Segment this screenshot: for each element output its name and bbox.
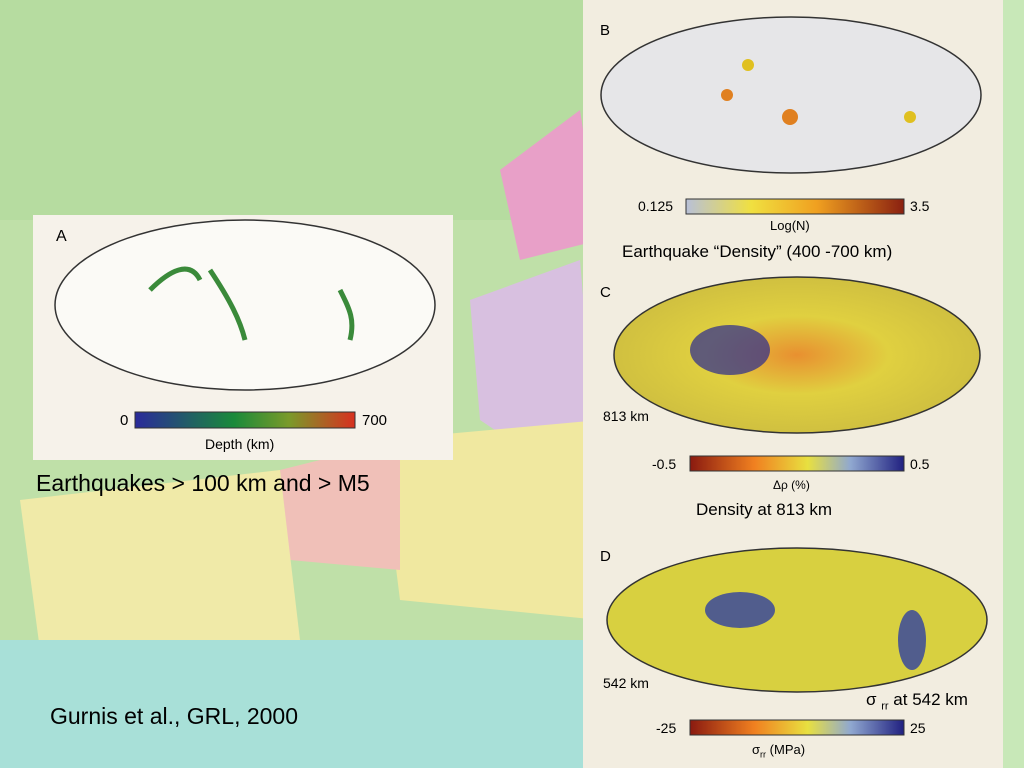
subscript: rr <box>760 749 767 760</box>
caption: Density at 813 km <box>696 500 833 519</box>
map-region <box>1003 0 1024 768</box>
panel-a-map <box>54 219 436 391</box>
panel-c-map <box>613 276 981 434</box>
map-region <box>0 640 600 768</box>
scale-max: 3.5 <box>910 198 930 214</box>
scale-min: 0.125 <box>638 198 674 214</box>
scale-title: Δρ (%) <box>773 478 810 492</box>
citation: Gurnis et al., GRL, 2000 <box>50 703 299 729</box>
unit: (MPa) <box>769 742 806 757</box>
density-spot <box>782 109 798 125</box>
log-colorbar <box>685 198 905 215</box>
scale-min: -25 <box>656 720 677 736</box>
panel-d-map <box>606 547 988 693</box>
depth-label: 813 km <box>603 408 649 424</box>
panel-b-map <box>600 16 982 174</box>
caption-rest: at 542 km <box>893 690 968 709</box>
panel-label: D <box>600 548 611 565</box>
caption: Earthquakes > 100 km and > M5 <box>36 470 370 496</box>
map-region <box>280 440 400 570</box>
density-spot <box>721 89 733 101</box>
symbol: σ <box>752 742 761 757</box>
scale-min: 0 <box>120 412 129 429</box>
stress-colorbar <box>689 719 905 736</box>
scale-min: -0.5 <box>652 456 677 472</box>
panel-label: B <box>600 22 611 39</box>
scale-max: 700 <box>362 412 388 429</box>
map-region <box>0 0 600 220</box>
subscript: rr <box>881 700 889 713</box>
quake-bands <box>148 266 355 341</box>
scale-max: 0.5 <box>910 456 930 472</box>
map-region <box>380 420 600 620</box>
scale-title: Log(N) <box>770 218 810 233</box>
symbol: σ <box>866 690 877 709</box>
depth-colorbar <box>134 411 356 429</box>
dense-region <box>690 325 770 375</box>
panel-label: C <box>600 284 611 301</box>
map-region <box>500 110 600 260</box>
density-spot <box>742 59 754 71</box>
scale-title: σrr (MPa) <box>752 742 805 760</box>
stress-region <box>898 610 926 670</box>
density-colorbar <box>689 455 905 472</box>
scale-title: Depth (km) <box>205 436 275 452</box>
depth-label: 542 km <box>603 675 649 691</box>
map-region <box>20 470 300 650</box>
caption: σ rr at 542 km <box>866 690 968 712</box>
caption: Earthquake “Density” (400 -700 km) <box>622 242 893 261</box>
stress-region <box>705 592 775 628</box>
panel-label: A <box>56 228 67 245</box>
density-spot <box>904 111 916 123</box>
scale-max: 25 <box>910 720 926 736</box>
